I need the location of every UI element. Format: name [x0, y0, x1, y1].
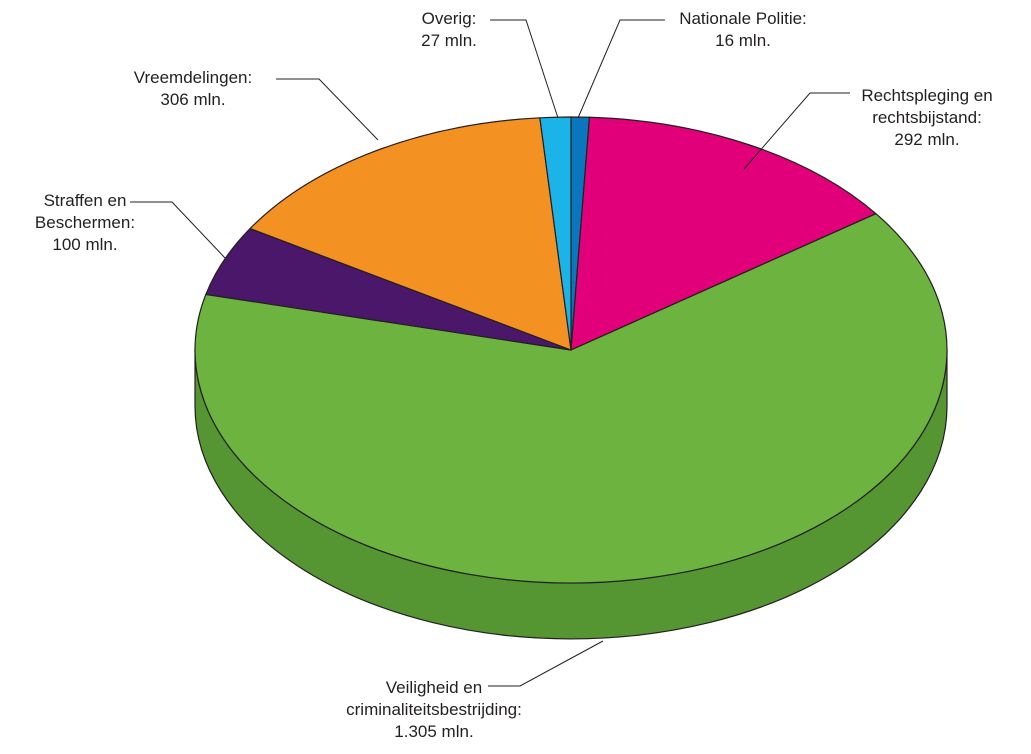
- label-text: 27 mln.: [421, 31, 477, 50]
- label-text: Nationale Politie:: [679, 9, 807, 28]
- label-vreemdelingen: Vreemdelingen: 306 mln.: [134, 68, 378, 140]
- label-text: 292 mln.: [894, 130, 959, 149]
- leader-line: [130, 202, 226, 259]
- leader-line: [578, 20, 665, 118]
- label-text: Veiligheid en: [386, 678, 482, 697]
- label-text: rechtsbijstand:: [872, 108, 982, 127]
- label-text: Straffen en: [44, 191, 127, 210]
- label-text: Vreemdelingen:: [134, 68, 252, 87]
- leader-line: [488, 641, 603, 686]
- label-text: Rechtspleging en: [861, 86, 992, 105]
- label-text: 1.305 mln.: [394, 722, 473, 741]
- label-text: Overig:: [422, 9, 477, 28]
- pie-slices: [195, 117, 947, 583]
- label-overig: Overig: 27 mln.: [421, 9, 558, 118]
- label-text: criminaliteitsbestrijding:: [346, 700, 522, 719]
- label-text: 306 mln.: [160, 90, 225, 109]
- label-nationale-politie: Nationale Politie: 16 mln.: [578, 9, 807, 118]
- label-veiligheid-en-criminaliteitsbestrijding: Veiligheid en criminaliteitsbestrijding: 1…: [346, 641, 603, 741]
- label-text: 100 mln.: [52, 235, 117, 254]
- leader-line: [490, 20, 558, 118]
- label-text: 16 mln.: [715, 31, 771, 50]
- leader-line: [276, 79, 378, 140]
- label-text: Beschermen:: [35, 213, 135, 232]
- label-straffen-en-beschermen: Straffen en Beschermen: 100 mln.: [35, 191, 226, 259]
